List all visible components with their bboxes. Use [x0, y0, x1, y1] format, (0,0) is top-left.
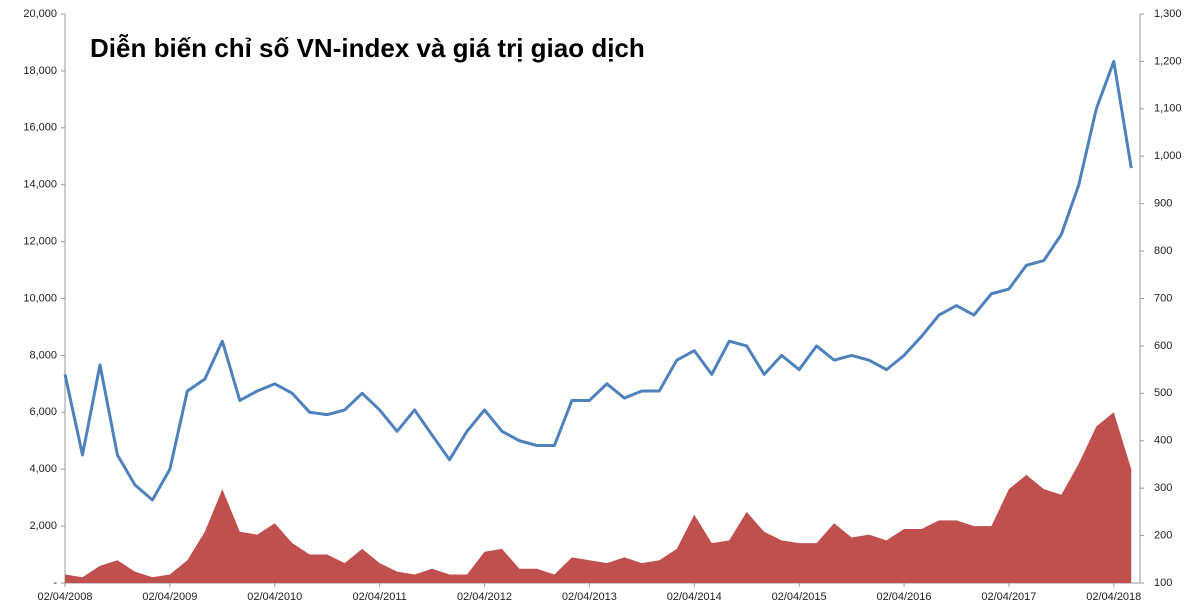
x-tick-label: 02/04/2013: [562, 591, 617, 603]
y2-tick-label: 300: [1154, 482, 1172, 494]
y2-tick-label: 1,200: [1154, 55, 1182, 67]
y-tick-label: -: [53, 577, 57, 589]
chart-title: Diễn biến chỉ số VN-index và giá trị gia…: [90, 33, 645, 63]
y2-tick-label: 800: [1154, 245, 1172, 257]
y2-tick-label: 100: [1154, 577, 1172, 589]
y2-tick-label: 500: [1154, 387, 1172, 399]
x-tick-label: 02/04/2011: [353, 591, 407, 603]
y-tick-label: 4,000: [29, 463, 57, 475]
y-tick-label: 8,000: [29, 349, 57, 361]
y-tick-label: 2,000: [29, 520, 57, 532]
y2-tick-label: 400: [1154, 435, 1172, 447]
x-tick-label: 02/04/2015: [772, 591, 827, 603]
x-tick-label: 02/04/2014: [667, 591, 722, 603]
y2-tick-label: 200: [1154, 529, 1172, 541]
y2-tick-label: 600: [1154, 340, 1172, 352]
y-tick-label: 18,000: [23, 65, 57, 77]
x-tick-label: 02/04/2010: [247, 591, 302, 603]
x-tick-label: 02/04/2016: [876, 591, 931, 603]
y-tick-label: 16,000: [23, 122, 57, 134]
y2-tick-label: 1,000: [1154, 150, 1182, 162]
x-tick-label: 02/04/2017: [981, 591, 1036, 603]
x-tick-label: 02/04/2009: [142, 591, 197, 603]
x-tick-label: 02/04/2008: [37, 591, 92, 603]
x-tick-label: 02/04/2012: [457, 591, 512, 603]
area: [65, 412, 1132, 583]
x-tick-label: 02/04/2018: [1086, 591, 1141, 603]
line: [63, 59, 1133, 502]
y2-tick-label: 900: [1154, 198, 1172, 210]
y2-tick-label: 1,300: [1154, 8, 1182, 20]
y-tick-label: 12,000: [23, 236, 57, 248]
y-tick-label: 6,000: [29, 406, 57, 418]
y-tick-label: 10,000: [23, 292, 57, 304]
y2-tick-label: 1,100: [1154, 103, 1182, 115]
y-tick-label: 20,000: [23, 8, 57, 20]
y-tick-label: 14,000: [23, 179, 57, 191]
y2-tick-label: 700: [1154, 292, 1172, 304]
